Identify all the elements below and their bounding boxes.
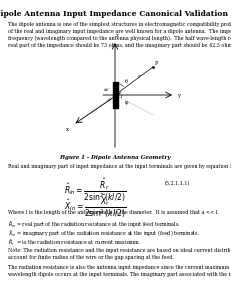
Text: (5.2.1.1.1): (5.2.1.1.1) [165,182,190,187]
Text: $\hat{R}_{r}$  = is the radiation resistance at current maximum.: $\hat{R}_{r}$ = is the radiation resista… [8,237,142,247]
Text: θ: θ [125,79,128,84]
Text: $\hat{R}_{in}$ = real part of the radiation resistance at the input feed termina: $\hat{R}_{in}$ = real part of the radiat… [8,219,181,230]
Text: $\hat{R}_{in} = \dfrac{\hat{R}_r}{2\sin^2(kl/2)}$: $\hat{R}_{in} = \dfrac{\hat{R}_r}{2\sin^… [64,176,126,204]
Text: x: x [66,127,69,132]
Text: Note: The radiation resistance and the input resistance are based on ideal curre: Note: The radiation resistance and the i… [8,248,231,253]
Text: of the real and imaginary input impedance are well known for a dipole antenna.  : of the real and imaginary input impedanc… [8,29,231,34]
Text: Where l is the length of the antenna and a is the diameter.  It is assumed that : Where l is the length of the antenna and… [8,210,219,215]
Text: $\hat{X}_{in} = \dfrac{\hat{X}_r}{2\sin^2(kl/2)}$: $\hat{X}_{in} = \dfrac{\hat{X}_r}{2\sin^… [64,192,126,220]
Text: The radiation resistance is also the antenna input impedance since the current m: The radiation resistance is also the ant… [8,265,231,270]
Text: 5.2.1.1 Dipole Antenna Input Impedance Canonical Validation Problem: 5.2.1.1 Dipole Antenna Input Impedance C… [0,10,231,18]
Text: frequency (wavelength compared to the antenna physical length).  The half wave-l: frequency (wavelength compared to the an… [8,36,231,41]
Text: y: y [177,92,180,98]
Text: Real and imaginary part of input impedance at the input terminals are given by e: Real and imaginary part of input impedan… [8,164,231,169]
Text: dz': dz' [104,88,110,92]
Text: account for finite radius of the wire or the gap spacing at the feed.: account for finite radius of the wire or… [8,255,174,260]
Text: z': z' [107,98,110,102]
Text: P: P [155,61,158,66]
Bar [112,82,118,108]
Text: φ: φ [125,100,128,105]
Text: real part of the impedance should be 73 ohms, and the imaginary part should be 4: real part of the impedance should be 73 … [8,43,231,48]
Text: $\hat{X}_{in}$ = imaginary part of the radiation resistance at the input (feed) : $\hat{X}_{in}$ = imaginary part of the r… [8,228,200,238]
Text: Figure 1 - Dipole Antenna Geometry: Figure 1 - Dipole Antenna Geometry [59,155,171,160]
Text: The dipole antenna is one of the simplest structures in electromagnetic compatib: The dipole antenna is one of the simples… [8,22,231,27]
Text: z: z [116,33,119,38]
Text: wavelength dipole occurs at the input terminals. The imaginary part associated w: wavelength dipole occurs at the input te… [8,272,231,277]
Text: r: r [138,74,140,79]
